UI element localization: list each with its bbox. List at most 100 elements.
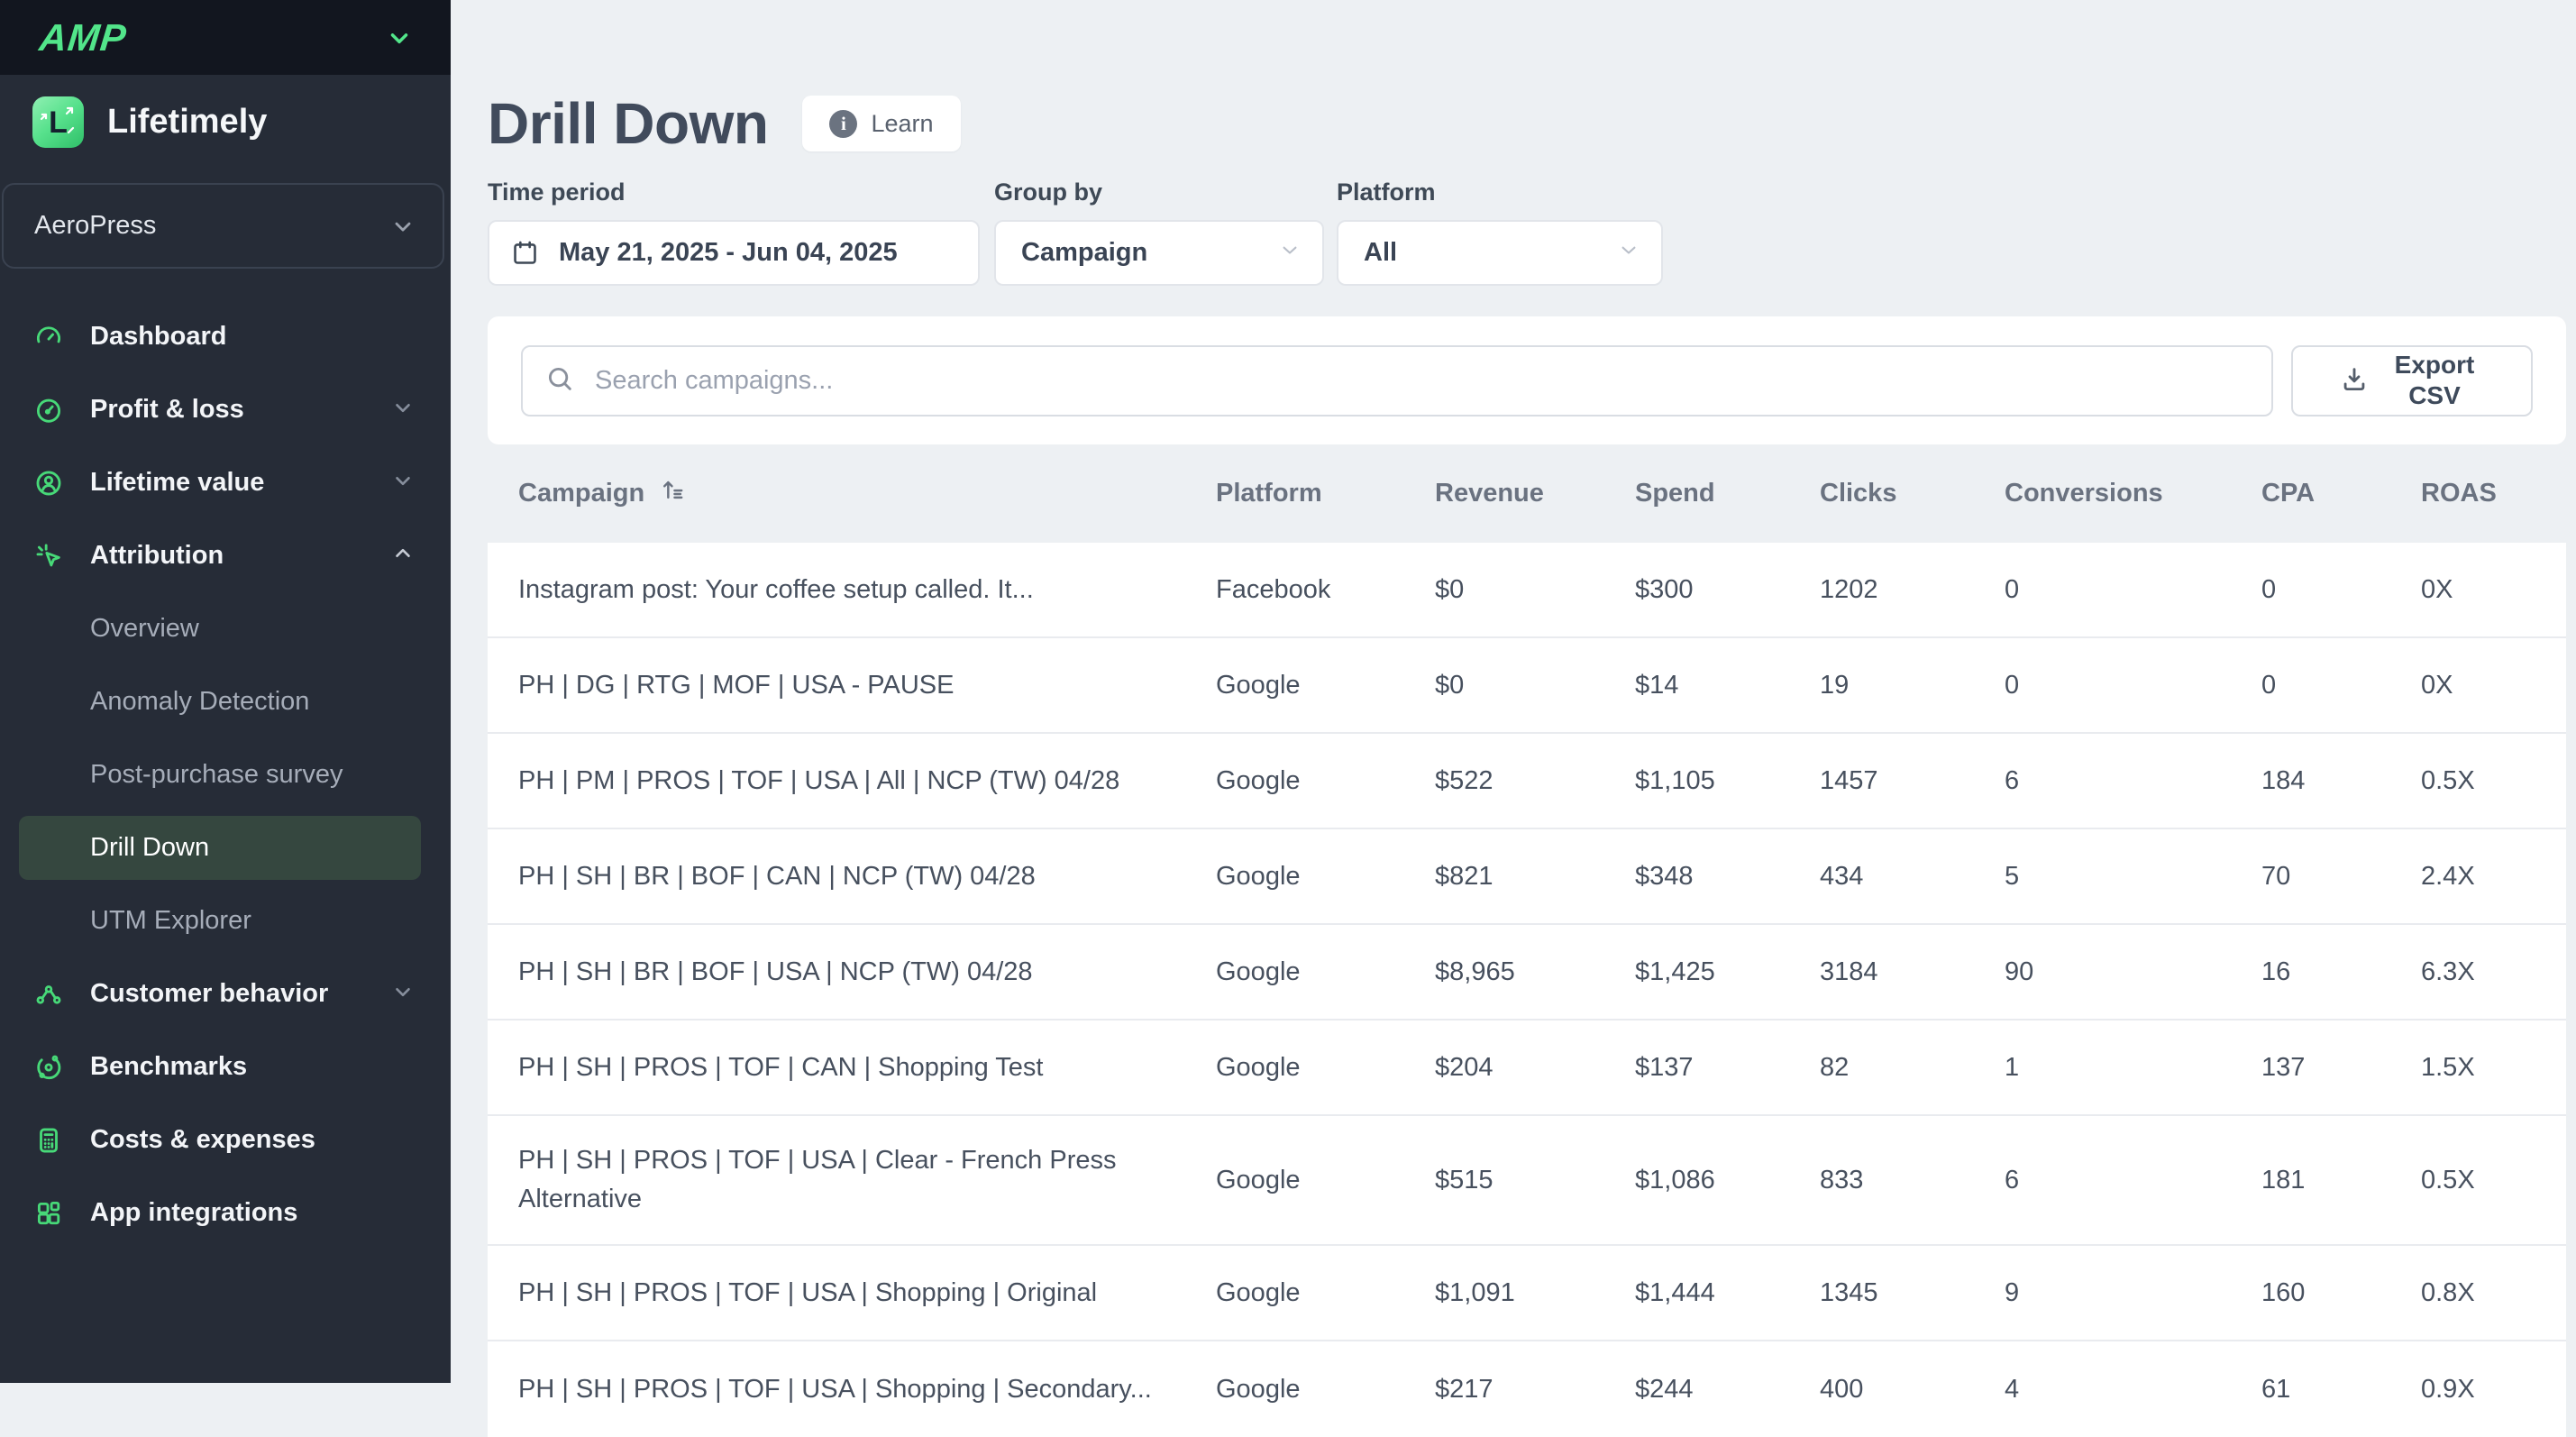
campaign-cell: PH | SH | BR | BOF | CAN | NCP (TW) 04/2…	[518, 861, 1036, 891]
table-row[interactable]: PH | SH | PROS | TOF | CAN | Shopping Te…	[488, 1021, 2566, 1116]
lifetimely-logo-icon: L	[32, 96, 84, 148]
clicks-cell: 19	[1820, 670, 1850, 700]
info-icon: i	[829, 109, 858, 138]
clicks-cell: 434	[1820, 861, 1864, 891]
sidebar-item-drill-down[interactable]: Drill Down	[0, 811, 451, 884]
search-icon	[544, 363, 575, 398]
revenue-cell: $522	[1435, 765, 1494, 795]
platform-select[interactable]: All	[1337, 220, 1663, 286]
chevron-down-icon	[391, 396, 415, 424]
chevron-down-icon	[390, 214, 416, 239]
table-row[interactable]: PH | SH | PROS | TOF | USA | Shopping | …	[488, 1246, 2566, 1341]
revenue-cell: $0	[1435, 574, 1465, 604]
campaign-cell: PH | SH | BR | BOF | USA | NCP (TW) 04/2…	[518, 956, 1033, 986]
clicks-cell: 3184	[1820, 956, 1878, 986]
download-icon	[2339, 364, 2370, 398]
lifetime-value-icon	[33, 468, 64, 499]
roas-cell: 0X	[2421, 670, 2453, 700]
top-logo-bar: AMP	[0, 0, 451, 75]
campaign-cell: PH | DG | RTG | MOF | USA - PAUSE	[518, 670, 955, 700]
time-period-value: May 21, 2025 - Jun 04, 2025	[559, 238, 898, 267]
brand-row: L Lifetimely	[0, 75, 451, 168]
sidebar-item-benchmarks[interactable]: Benchmarks	[0, 1030, 451, 1103]
revenue-cell: $515	[1435, 1165, 1494, 1194]
conversions-cell: 4	[2005, 1374, 2020, 1404]
roas-cell: 6.3X	[2421, 956, 2475, 986]
roas-cell: 0.5X	[2421, 1165, 2475, 1194]
search-field	[521, 344, 2273, 416]
platform-cell: Google	[1216, 956, 1301, 986]
sidebar-item-costs-expenses[interactable]: Costs & expenses	[0, 1103, 451, 1176]
sidebar-item-dashboard[interactable]: Dashboard	[0, 300, 451, 373]
sidebar-nav: Dashboard Profit & loss Lifetime value	[0, 300, 451, 1249]
campaign-cell: PH | SH | PROS | TOF | USA | Clear - Fre…	[518, 1146, 1117, 1213]
column-header-clicks[interactable]: Clicks	[1820, 479, 1897, 508]
clicks-cell: 400	[1820, 1374, 1864, 1404]
column-header-revenue[interactable]: Revenue	[1435, 479, 1544, 508]
conversions-cell: 0	[2005, 574, 2020, 604]
conversions-cell: 6	[2005, 765, 2020, 795]
campaign-cell: Instagram post: Your coffee setup called…	[518, 574, 1034, 604]
sidebar-item-post-purchase-survey[interactable]: Post-purchase survey	[90, 760, 343, 789]
cpa-cell: 184	[2261, 765, 2306, 795]
column-header-roas[interactable]: ROAS	[2421, 479, 2497, 508]
spend-cell: $1,425	[1635, 956, 1715, 986]
platform-cell: Facebook	[1216, 574, 1331, 604]
table-row[interactable]: PH | PM | PROS | TOF | USA | All | NCP (…	[488, 734, 2566, 829]
clicks-cell: 82	[1820, 1052, 1850, 1082]
conversions-cell: 90	[2005, 956, 2034, 986]
sidebar-item-customer-behavior[interactable]: Customer behavior	[0, 957, 451, 1030]
table-header-row: Campaign Platform Revenue Spend Clicks C…	[488, 444, 2566, 543]
table-row[interactable]: PH | DG | RTG | MOF | USA - PAUSE Google…	[488, 638, 2566, 734]
group-by-select[interactable]: Campaign	[994, 220, 1324, 286]
spend-cell: $300	[1635, 574, 1694, 604]
costs-expenses-icon	[33, 1125, 64, 1156]
sidebar-item-anomaly-detection[interactable]: Anomaly Detection	[90, 687, 310, 716]
table-row[interactable]: PH | SH | PROS | TOF | USA | Shopping | …	[488, 1341, 2566, 1437]
sidebar-item-overview[interactable]: Overview	[90, 614, 199, 643]
sidebar-item-profit-loss[interactable]: Profit & loss	[0, 373, 451, 446]
sidebar-item-app-integrations[interactable]: App integrations	[0, 1176, 451, 1249]
table-row[interactable]: PH | SH | BR | BOF | CAN | NCP (TW) 04/2…	[488, 829, 2566, 925]
column-header-platform[interactable]: Platform	[1216, 479, 1322, 508]
clicks-cell: 833	[1820, 1165, 1864, 1194]
spend-cell: $14	[1635, 670, 1679, 700]
revenue-cell: $0	[1435, 670, 1465, 700]
sidebar-item-lifetime-value[interactable]: Lifetime value	[0, 446, 451, 519]
revenue-cell: $8,965	[1435, 956, 1515, 986]
table-row[interactable]: Instagram post: Your coffee setup called…	[488, 543, 2566, 638]
attribution-icon	[33, 541, 64, 572]
export-csv-button[interactable]: Export CSV	[2291, 344, 2533, 416]
cpa-cell: 0	[2261, 670, 2277, 700]
platform-cell: Google	[1216, 670, 1301, 700]
search-input[interactable]	[593, 364, 2250, 397]
spend-cell: $1,444	[1635, 1277, 1715, 1307]
platform-value: All	[1364, 238, 1398, 267]
platform-cell: Google	[1216, 1165, 1301, 1194]
sidebar-item-utm-explorer[interactable]: UTM Explorer	[90, 906, 251, 935]
time-period-picker[interactable]: May 21, 2025 - Jun 04, 2025	[488, 220, 980, 286]
clicks-cell: 1457	[1820, 765, 1878, 795]
spend-cell: $1,105	[1635, 765, 1715, 795]
table-row[interactable]: PH | SH | PROS | TOF | USA | Clear - Fre…	[488, 1116, 2566, 1246]
roas-cell: 0.9X	[2421, 1374, 2475, 1404]
sidebar-collapse-chevron-icon[interactable]	[386, 24, 413, 51]
group-by-value: Campaign	[1021, 238, 1148, 267]
conversions-cell: 6	[2005, 1165, 2020, 1194]
chevron-down-icon	[391, 980, 415, 1008]
column-header-campaign[interactable]: Campaign	[488, 476, 1216, 511]
column-header-conversions[interactable]: Conversions	[2005, 479, 2163, 508]
workspace-selector[interactable]: AeroPress	[2, 183, 444, 269]
cpa-cell: 137	[2261, 1052, 2306, 1082]
cpa-cell: 160	[2261, 1277, 2306, 1307]
campaign-cell: PH | SH | PROS | TOF | CAN | Shopping Te…	[518, 1052, 1044, 1082]
table-row[interactable]: PH | SH | BR | BOF | USA | NCP (TW) 04/2…	[488, 925, 2566, 1021]
cpa-cell: 16	[2261, 956, 2291, 986]
spend-cell: $244	[1635, 1374, 1694, 1404]
column-header-cpa[interactable]: CPA	[2261, 479, 2316, 508]
time-period-label: Time period	[488, 178, 626, 206]
column-header-spend[interactable]: Spend	[1635, 479, 1715, 508]
spend-cell: $348	[1635, 861, 1694, 891]
sidebar-item-attribution[interactable]: Attribution	[0, 519, 451, 592]
learn-button[interactable]: i Learn	[802, 96, 961, 151]
